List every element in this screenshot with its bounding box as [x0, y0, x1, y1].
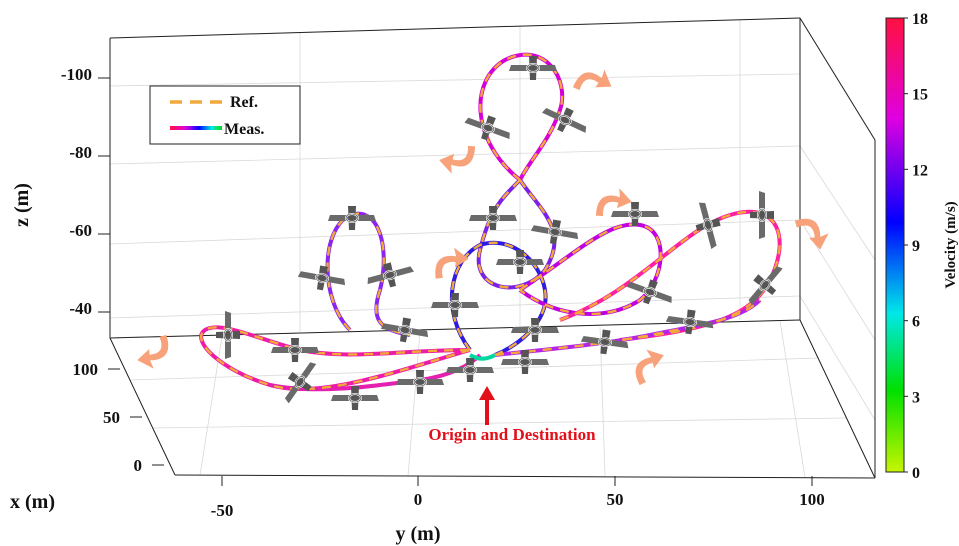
x-tick-label: 0: [134, 456, 143, 475]
direction-arrow-icon: [629, 346, 664, 388]
direction-arrow-icon: [439, 141, 481, 176]
y-tick-label: 0: [414, 490, 423, 509]
aircraft-icon: [446, 358, 494, 382]
y-tick-label: 100: [799, 490, 825, 509]
z-axis-ticks: -100 -80 -60 -40: [61, 65, 110, 318]
legend-ref-label: Ref.: [230, 94, 258, 111]
origin-annotation-text: Origin and Destination: [428, 425, 596, 444]
legend-meas-swatch: [170, 126, 222, 130]
y-tick-label: 50: [607, 490, 624, 509]
y-tick-label: -50: [211, 501, 234, 520]
aircraft-icon: [396, 370, 444, 394]
aircraft-icon: [511, 318, 559, 342]
colorbar-ticks: 0 3 6 9 12 15 18: [904, 11, 928, 482]
origin-annotation: Origin and Destination: [428, 386, 596, 444]
aircraft-icon: [469, 206, 517, 230]
colorbar-gradient: [886, 18, 904, 472]
colorbar-tick-label: 9: [912, 238, 920, 255]
colorbar-tick-label: 6: [912, 314, 920, 331]
direction-arrow-icon: [571, 69, 612, 93]
x-tick-label: 100: [73, 360, 99, 379]
colorbar: 0 3 6 9 12 15 18 Velocity (m/s): [886, 11, 959, 482]
colorbar-tick-label: 0: [912, 465, 920, 482]
aircraft-icon: [509, 56, 557, 80]
aircraft-icon: [740, 259, 789, 311]
aircraft-icon: [750, 191, 774, 239]
z-tick-label: -40: [69, 299, 92, 318]
aircraft-icon: [364, 257, 417, 293]
aircraft-icon: [296, 262, 347, 294]
x-tick-label: 50: [103, 408, 120, 427]
aircraft-icon: [271, 338, 319, 362]
y-axis-label: y (m): [396, 523, 441, 545]
z-tick-label: -100: [61, 65, 92, 84]
z-axis-label: z (m): [11, 183, 33, 227]
origin-arrow-head-icon: [479, 386, 495, 400]
aircraft-icon: [276, 355, 323, 408]
x-axis-ticks: 0 50 100: [73, 360, 165, 475]
aircraft-icon: [431, 293, 479, 317]
aircraft-icon: [690, 199, 726, 252]
aircraft-icon: [580, 327, 631, 357]
colorbar-tick-label: 3: [912, 389, 920, 406]
x-axis-label: x (m): [10, 491, 55, 513]
legend-meas-label: Meas.: [224, 121, 264, 138]
colorbar-tick-label: 12: [912, 162, 928, 179]
z-tick-label: -80: [69, 143, 92, 162]
aircraft-icon: [328, 206, 376, 230]
aircraft-icon: [538, 99, 592, 141]
aircraft-icon: [529, 216, 580, 248]
legend: Ref. Meas.: [150, 86, 300, 144]
colorbar-label: Velocity (m/s): [943, 201, 959, 288]
direction-arrow-icon: [791, 211, 832, 249]
colorbar-tick-label: 15: [912, 87, 928, 104]
colorbar-tick-label: 18: [912, 11, 928, 28]
y-axis-ticks: -50 0 50 100: [211, 476, 825, 520]
z-tick-label: -60: [69, 221, 92, 240]
aircraft-icons: [216, 56, 790, 410]
